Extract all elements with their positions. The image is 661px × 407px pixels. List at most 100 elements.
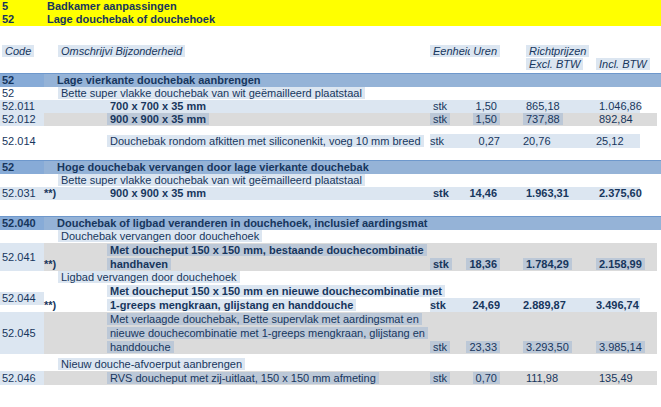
row-uren: 23,33	[466, 341, 500, 353]
row-excl-btw: 1.963,31	[523, 187, 572, 199]
row-description: 1-greeps mengkraan, glijstang en handdou…	[107, 299, 356, 311]
row-marker: **)	[44, 258, 58, 271]
section-row: 52.040 Douchebak of ligbad veranderen in…	[0, 216, 661, 230]
row-uren: 0,27	[479, 135, 500, 147]
row-description: Met doucheput 150 x 150 mm en nieuwe dou…	[107, 285, 445, 297]
chapter-row: 52 Lage douchebak of douchehoek	[0, 13, 661, 26]
row-marker: **)	[44, 299, 58, 312]
price-table: 5 Badkamer aanpassingen 52 Lage doucheba…	[0, 0, 661, 385]
sub-row: 52 Bette super vlakke douchebak van wit …	[0, 87, 661, 100]
row-description: 700 x 700 x 35 mm	[107, 100, 209, 112]
row-eenheid: stk	[430, 187, 452, 199]
sub-row: Nieuw douche-afvoerput aanbrengen	[0, 358, 661, 371]
row-excl-btw: 3.293,50	[523, 341, 572, 353]
table-row: 52.031 **) 900 x 900 x 35 mm stk 14,46 1…	[0, 187, 661, 200]
section-title: Douchebak of ligbad veranderen in douche…	[44, 217, 661, 230]
row-eenheid: stk	[430, 341, 450, 353]
header-richtprijzen: Richtprijzen	[526, 45, 589, 57]
row-incl-btw: 3.985,14	[596, 341, 645, 353]
row-description: handhaven	[107, 258, 171, 270]
row-description: handdouche	[107, 341, 174, 353]
table-row: 52.041 **) Met doucheput 150 x 150 mm, b…	[0, 243, 661, 271]
sub-text: Nieuw douche-afvoerput aanbrengen	[58, 358, 245, 370]
row-marker: **)	[44, 187, 58, 200]
row-description: 900 x 900 x 35 mm	[107, 187, 209, 199]
row-code: 52.011	[0, 100, 44, 113]
row-uren: 18,36	[466, 258, 500, 270]
row-code: 52.044	[0, 292, 44, 305]
row-incl-btw: 2.375,60	[596, 187, 645, 199]
row-code: 52.041	[0, 251, 44, 264]
table-row: 52.014 Douchebak rondom afkitten met sil…	[0, 134, 661, 148]
row-uren: 14,46	[466, 187, 500, 199]
sub-text: Ligbad vervangen door douchehoek	[58, 271, 240, 283]
column-header-row-2: Excl. BTW Incl. BTW	[0, 58, 661, 71]
row-description: nieuwe douchecombinatie met 1-greeps men…	[107, 327, 428, 339]
row-eenheid: stk	[430, 135, 444, 147]
sub-row: Ligbad vervangen door douchehoek	[0, 271, 661, 284]
row-code: 52.046	[0, 371, 44, 385]
row-description: RVS doucheput met zij-uitlaat, 150 x 150…	[107, 372, 379, 384]
section-title: Lage vierkante douchebak aanbrengen	[44, 74, 661, 87]
column-header-row: Code Omschrijvi Bijzonderheid Eenheid Ur…	[0, 45, 661, 58]
row-code: 52.045	[0, 327, 44, 340]
row-description: Met doucheput 150 x 150 mm, bestaande do…	[107, 244, 427, 256]
section-code: 52	[0, 74, 44, 87]
row-description: Douchebak rondom afkitten met siliconenk…	[107, 135, 424, 147]
row-code: 52.014	[0, 135, 44, 148]
section-row: 52 Lage vierkante douchebak aanbrengen	[0, 73, 661, 87]
row-code	[0, 174, 44, 187]
row-code	[0, 271, 44, 284]
row-excl-btw: 865,18	[523, 100, 563, 112]
section-code: 52.040	[0, 217, 44, 230]
row-code: 52	[0, 87, 44, 100]
sub-row: Bette super vlakke douchebak van wit geë…	[0, 174, 661, 187]
chapter-title: Lage douchebak of douchehoek	[44, 13, 661, 26]
row-eenheid: stk	[430, 372, 450, 384]
header-uren: Uren	[470, 45, 500, 57]
chapter-title: Badkamer aanpassingen	[44, 0, 661, 13]
row-eenheid: stk	[430, 113, 450, 125]
table-row: 52.046 RVS doucheput met zij-uitlaat, 15…	[0, 371, 661, 385]
row-uren: 24,69	[472, 299, 500, 311]
row-eenheid: stk	[430, 100, 450, 112]
row-code	[0, 230, 44, 243]
row-uren: 1,50	[473, 100, 500, 112]
sub-row: Douchebak vervangen door douchehoek	[0, 230, 661, 243]
row-incl-btw: 892,84	[596, 113, 636, 125]
row-code: 52.031	[0, 187, 44, 200]
row-excl-btw: 1.784,29	[523, 258, 572, 270]
row-incl-btw: 3.496,74	[596, 299, 639, 311]
row-description: Met verlaagde douchebak, Bette supervlak…	[107, 313, 422, 325]
header-code: Code	[2, 45, 34, 57]
row-code	[0, 358, 44, 371]
table-row: 52.045 Met verlaagde douchebak, Bette su…	[0, 312, 661, 354]
row-incl-btw: 135,49	[596, 372, 636, 384]
row-eenheid: stk	[430, 299, 446, 311]
table-row: 52.011 700 x 700 x 35 mm stk 1,50 865,18…	[0, 100, 661, 113]
header-bijzonderheid: Bijzonderheid	[115, 45, 182, 57]
row-uren: 0,70	[473, 372, 500, 384]
row-eenheid: stk	[430, 258, 452, 270]
sub-text: Bette super vlakke douchebak van wit geë…	[58, 87, 365, 99]
row-incl-btw: 2.158,99	[596, 258, 645, 270]
section-title: Hoge douchebak vervangen door lage vierk…	[44, 161, 661, 174]
table-row: 52.044 **) Met doucheput 150 x 150 mm en…	[0, 284, 661, 312]
sub-text: Bette super vlakke douchebak van wit geë…	[58, 174, 365, 186]
row-incl-btw: 1.046,86	[596, 100, 645, 112]
row-description: 900 x 900 x 35 mm	[107, 113, 209, 125]
row-code: 52.012	[0, 113, 44, 126]
row-excl-btw: 111,98	[523, 372, 561, 384]
section-code: 52	[0, 161, 44, 174]
row-excl-btw: 737,88	[523, 113, 563, 125]
chapter-code: 52	[0, 13, 44, 26]
header-omschrijving: Omschrijvi	[61, 45, 112, 57]
chapter-code: 5	[0, 0, 44, 13]
row-incl-btw: 25,12	[596, 135, 624, 147]
table-row: 52.012 900 x 900 x 35 mm stk 1,50 737,88…	[0, 113, 661, 126]
section-row: 52 Hoge douchebak vervangen door lage vi…	[0, 160, 661, 174]
chapter-row: 5 Badkamer aanpassingen	[0, 0, 661, 13]
sub-text: Douchebak vervangen door douchehoek	[58, 230, 262, 242]
row-excl-btw: 2.889,87	[523, 299, 566, 311]
header-excl-btw: Excl. BTW	[526, 58, 583, 70]
